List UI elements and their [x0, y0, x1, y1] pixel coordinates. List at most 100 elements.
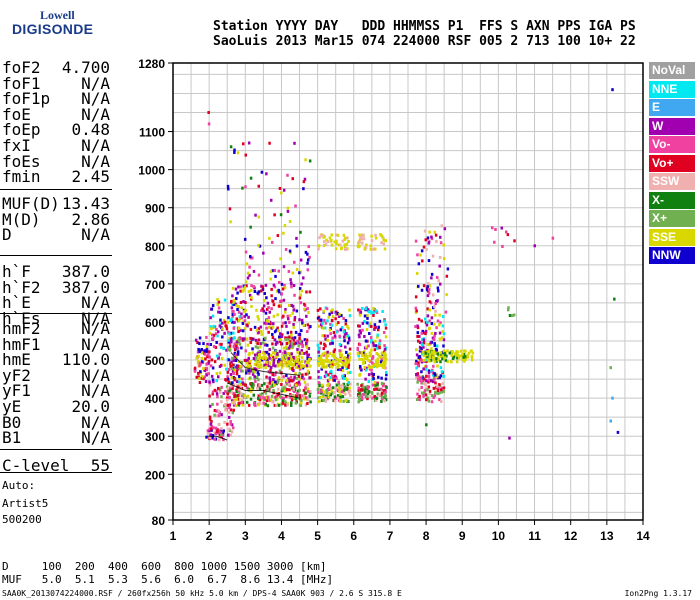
- echo-point: [284, 247, 288, 251]
- echo-point: [436, 319, 440, 323]
- echo-point: [434, 391, 437, 395]
- echo-point: [198, 377, 201, 381]
- echo-point: [330, 323, 334, 327]
- echo-point: [297, 374, 301, 378]
- echo-point: [265, 388, 268, 392]
- echo-point: [276, 326, 279, 330]
- echo-point: [286, 317, 290, 321]
- echo-point: [231, 356, 234, 360]
- echo-point: [438, 376, 442, 380]
- echo-point: [430, 272, 434, 276]
- echo-point: [207, 361, 210, 365]
- echo-point: [380, 391, 384, 395]
- echo-point: [229, 433, 232, 437]
- echo-point: [304, 396, 308, 400]
- echo-point: [456, 350, 460, 354]
- echo-point: [217, 330, 220, 334]
- echo-point: [218, 364, 222, 368]
- echo-point: [290, 398, 294, 402]
- echo-point: [226, 403, 230, 407]
- echo-point: [442, 344, 445, 348]
- echo-point: [269, 366, 273, 370]
- param-row: yF2 N/A: [2, 366, 110, 385]
- echo-point: [369, 244, 373, 248]
- echo-point: [227, 410, 231, 414]
- echo-point: [335, 242, 338, 246]
- param-name: B0: [2, 412, 22, 432]
- echo-point: [261, 351, 265, 355]
- echo-point: [280, 282, 284, 286]
- param-name: fxI: [2, 136, 31, 155]
- echo-point: [246, 358, 249, 362]
- echo-point: [272, 382, 276, 386]
- echo-point: [376, 383, 379, 387]
- echo-point: [424, 351, 428, 355]
- echo-point: [339, 395, 342, 399]
- echo-point: [209, 427, 213, 431]
- echo-point: [195, 356, 198, 360]
- echo-point: [321, 388, 324, 392]
- echo-point: [426, 236, 430, 240]
- echo-point: [436, 389, 440, 393]
- echo-point: [381, 362, 384, 366]
- echo-point: [360, 351, 363, 355]
- echo-point: [226, 370, 230, 374]
- echo-point: [266, 396, 270, 400]
- echo-point: [329, 375, 333, 379]
- echo-point: [363, 314, 367, 318]
- echo-point: [203, 352, 207, 356]
- echo-point: [383, 347, 387, 351]
- echo-point: [377, 375, 380, 379]
- echo-point: [419, 377, 423, 381]
- echo-point: [253, 375, 256, 379]
- echo-point: [268, 399, 271, 403]
- echo-point: [198, 342, 201, 346]
- echo-point: [292, 355, 295, 359]
- echo-point: [426, 320, 429, 324]
- echo-point: [438, 323, 441, 327]
- echo-point: [377, 388, 381, 392]
- echo-point: [236, 364, 240, 368]
- echo-point: [426, 307, 429, 311]
- echo-point: [427, 371, 431, 375]
- echo-point: [430, 347, 433, 351]
- echo-point: [278, 349, 282, 353]
- echo-point: [261, 392, 264, 396]
- echo-point: [344, 362, 347, 366]
- echo-point: [227, 330, 230, 334]
- echo-point: [319, 396, 322, 400]
- echo-point: [220, 400, 223, 404]
- echo-point: [231, 320, 234, 324]
- echo-point: [237, 403, 241, 407]
- echo-point: [443, 352, 446, 356]
- param-value: N/A: [81, 73, 110, 93]
- echo-point: [345, 367, 349, 371]
- echo-point: [236, 151, 240, 155]
- echo-point: [360, 353, 364, 357]
- echo-point: [342, 316, 345, 320]
- echo-point: [326, 390, 329, 394]
- echo-point: [471, 351, 475, 355]
- echo-point: [271, 346, 275, 350]
- echo-point: [257, 365, 261, 369]
- param-value: N/A: [81, 293, 110, 313]
- echo-point: [284, 338, 288, 342]
- echo-point: [338, 359, 341, 363]
- echo-point: [223, 420, 226, 424]
- legend-item-ssw: SSW: [649, 173, 695, 190]
- echo-point: [374, 398, 378, 402]
- echo-point: [237, 319, 241, 323]
- echo-point: [304, 158, 307, 162]
- echo-point: [291, 365, 295, 369]
- echo-point: [302, 397, 306, 401]
- echo-point: [281, 399, 285, 403]
- echo-point: [421, 259, 424, 263]
- echo-point: [424, 329, 428, 333]
- echo-point: [422, 245, 426, 249]
- echo-point: [267, 321, 270, 325]
- echo-point: [296, 389, 300, 393]
- echo-point: [435, 240, 438, 244]
- echo-point: [276, 381, 280, 385]
- echo-point: [220, 435, 224, 439]
- echo-point: [329, 326, 332, 330]
